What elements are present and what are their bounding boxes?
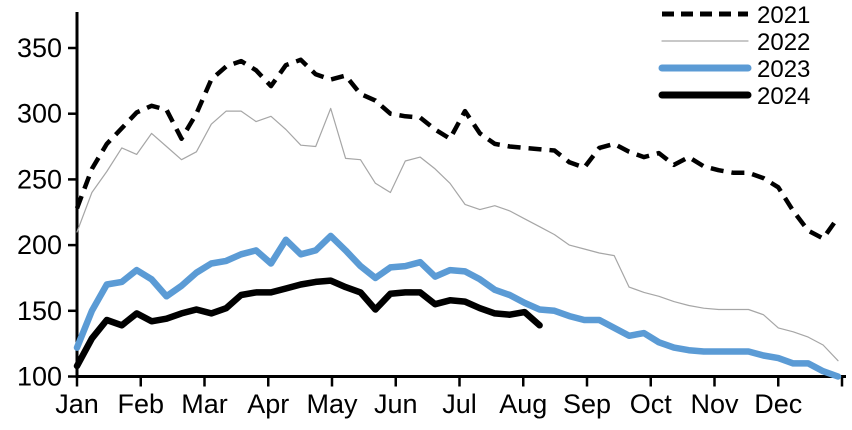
- x-axis-month-label: Jun: [374, 389, 418, 419]
- y-axis-tick-label: 250: [17, 164, 62, 194]
- series-line-2023: [73, 232, 842, 380]
- legend-label-2023: 2023: [757, 56, 810, 83]
- series-line-2022: [76, 107, 839, 362]
- y-axis-tick-label: 350: [17, 33, 62, 63]
- series-line-2024: [73, 277, 543, 370]
- x-axis-month-label: Oct: [630, 389, 673, 419]
- x-axis-month-label: Sep: [563, 389, 611, 419]
- legend-label-2021: 2021: [757, 2, 810, 29]
- x-axis-month-label: May: [306, 389, 358, 419]
- y-axis-tick-label: 100: [17, 362, 62, 392]
- x-axis-month-label: Jul: [442, 389, 477, 419]
- x-axis-month-label: Mar: [181, 389, 228, 419]
- x-axis-month-label: Aug: [499, 389, 547, 419]
- series-line-2021: [74, 57, 840, 241]
- legend-label-2022: 2022: [757, 29, 810, 56]
- x-axis-month-label: Dec: [754, 389, 802, 419]
- x-axis-month-label: Nov: [690, 389, 739, 419]
- x-axis-month-label: Feb: [117, 389, 164, 419]
- y-axis-tick-label: 150: [17, 296, 62, 326]
- x-axis-month-label: Apr: [247, 389, 289, 419]
- y-axis-tick-label: 200: [17, 230, 62, 260]
- y-axis-tick-label: 300: [17, 99, 62, 129]
- x-axis-month-label: Jan: [55, 389, 99, 419]
- legend-label-2024: 2024: [757, 83, 810, 110]
